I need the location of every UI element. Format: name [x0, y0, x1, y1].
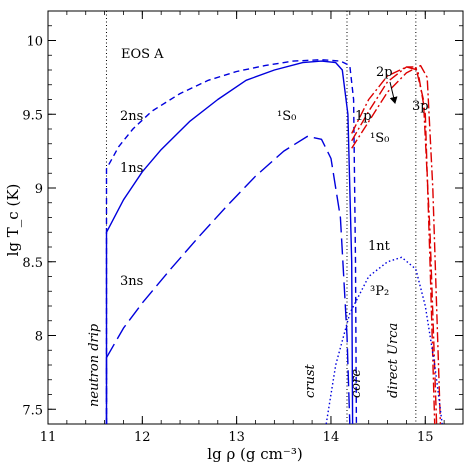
x-tick-label: 15	[417, 430, 434, 445]
axis-tick-labels: 11 12 13 14 15 7.5 8 8.5 9 9.5 10	[22, 35, 433, 446]
eos-label: EOS A	[121, 47, 164, 62]
series-label-2ns: 2ns	[120, 109, 143, 124]
y-tick-label: 7.5	[22, 403, 43, 418]
series-label-1nt: 1nt	[368, 239, 391, 254]
curve-1p	[351, 66, 436, 424]
y-tick-label: 8.5	[22, 256, 43, 271]
y-tick-label: 8	[35, 330, 43, 345]
series-label-1p: 1p	[355, 109, 372, 124]
reference-lines	[105, 11, 417, 424]
series-label-1ns: 1ns	[120, 161, 143, 176]
label-1s0-core: ¹S₀	[370, 131, 389, 146]
x-tick-label: 14	[323, 430, 340, 445]
label-2p: 2p	[376, 65, 393, 80]
region-label-core: core	[349, 369, 364, 398]
vline-label-direct-urca: direct Urca	[386, 323, 401, 398]
x-tick-label: 11	[40, 430, 57, 445]
curve-3ns	[105, 135, 351, 424]
y-axis-label: lg T_c (K)	[4, 184, 22, 257]
x-axis-label: lg ρ (g cm⁻³)	[207, 445, 302, 463]
vline-label-neutron-drip: neutron drip	[87, 323, 102, 407]
curves	[105, 59, 443, 424]
series-label-3ns: 3ns	[120, 274, 143, 289]
vline-label-crust: crust	[303, 363, 318, 398]
curve-1ns	[105, 60, 354, 424]
x-tick-label: 12	[134, 430, 151, 445]
axis-ticks	[47, 10, 464, 425]
y-tick-label: 9	[35, 182, 43, 197]
series-label-3p: 3p	[412, 99, 429, 114]
curve-3p	[351, 64, 442, 424]
y-tick-label: 9.5	[22, 108, 43, 123]
curve-2ns	[105, 59, 358, 424]
x-tick-label: 13	[228, 430, 245, 445]
curve-1nt	[325, 256, 443, 424]
label-3p2: ³P₂	[370, 284, 389, 299]
label-1s0-crust: ¹S₀	[277, 109, 296, 124]
curve-2p	[351, 66, 438, 424]
y-tick-label: 10	[26, 35, 43, 50]
arrow-2p	[389, 81, 398, 104]
